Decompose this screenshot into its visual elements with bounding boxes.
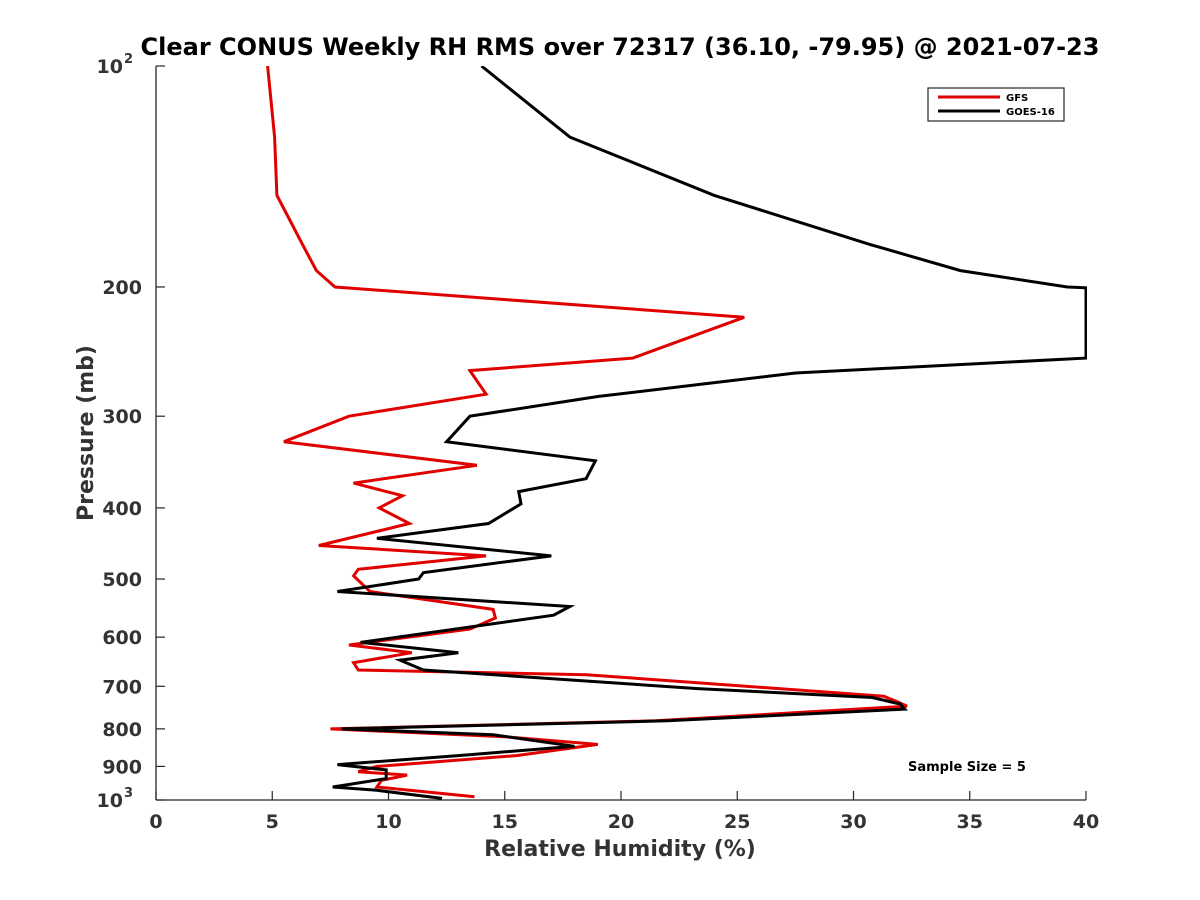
y-axis-label: Pressure (mb) [74,345,99,521]
legend-label-goes-16: GOES-16 [1006,107,1055,118]
legend-box [927,87,1065,122]
y-tick-label: 500 [102,569,142,591]
chart-title: Clear CONUS Weekly RH RMS over 72317 (36… [141,33,1100,61]
y-tick-label: 10 [97,790,123,812]
x-tick-label: 5 [266,811,279,833]
sample-size-annotation: Sample Size = 5 [908,760,1026,775]
y-tick-label: 600 [102,627,142,649]
x-tick-label: 0 [149,811,162,833]
y-tick-label: 800 [102,719,142,741]
x-tick-label: 30 [840,811,866,833]
x-tick-label: 20 [608,811,634,833]
series-line-goes-16 [332,66,1087,800]
x-tick-label: 25 [724,811,750,833]
y-tick-label: 300 [102,406,142,428]
legend-label-gfs: GFS [1006,93,1028,104]
y-tick-label: 200 [102,277,142,299]
y-tick-label: 700 [102,676,142,698]
x-axis-label: Relative Humidity (%) [484,837,756,862]
x-tick-label: 40 [1073,811,1099,833]
y-tick-label: 400 [102,498,142,520]
y-tick-label: 10 [97,56,123,78]
y-tick-exponent: 2 [124,52,133,67]
y-tick-exponent: 3 [124,786,133,801]
x-tick-label: 10 [375,811,401,833]
x-tick-label: 15 [492,811,518,833]
x-tick-label: 35 [957,811,983,833]
series-line-gfs [266,66,908,799]
y-tick-label: 900 [102,756,142,778]
